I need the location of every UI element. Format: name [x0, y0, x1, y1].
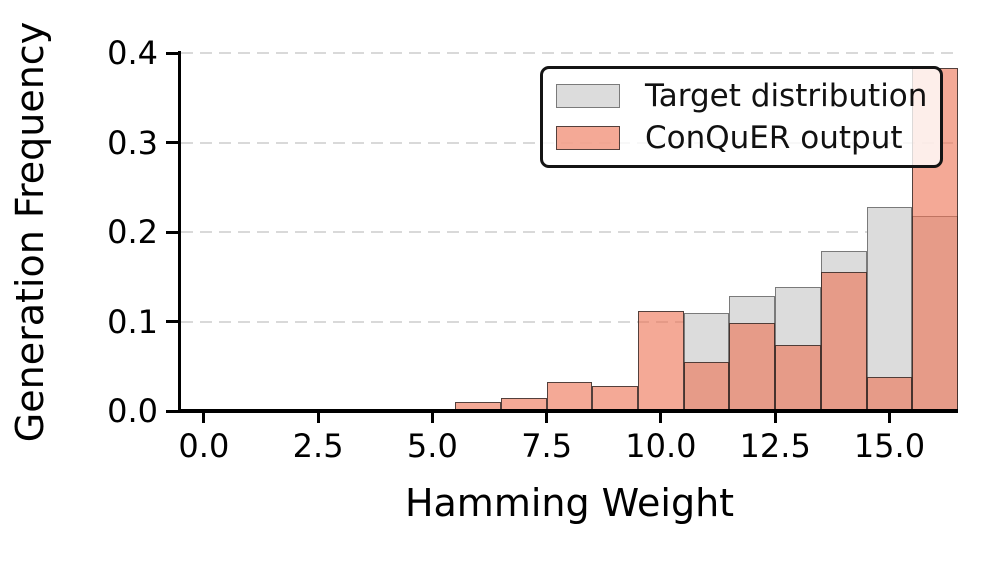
y-tick-0.2 [166, 230, 181, 234]
legend-label-target: Target distribution [645, 78, 928, 114]
x-tick-7.5 [545, 413, 549, 423]
x-tick-5.0 [430, 413, 434, 423]
bar-target-15 [866, 206, 913, 411]
x-tick-15.0 [887, 413, 891, 423]
y-tick-0.4 [166, 51, 181, 55]
legend-swatch-target-icon [556, 84, 620, 108]
x-tick-label-2.5: 2.5 [292, 427, 344, 465]
bar-conquer-6 [455, 402, 501, 411]
y-tick-label-0.1: 0.1 [107, 302, 158, 341]
bar-conquer-14 [820, 272, 867, 411]
y-tick-0.3 [166, 141, 181, 144]
bar-conquer-15 [866, 376, 913, 411]
bar-conquer-9 [592, 385, 639, 411]
x-tick-0.0 [202, 413, 206, 423]
bar-conquer-12 [729, 323, 776, 411]
x-tick-label-0.0: 0.0 [178, 427, 230, 465]
x-tick-label-12.5: 12.5 [739, 427, 811, 465]
y-tick-label-0.4: 0.4 [107, 34, 158, 72]
y-tick-0.0 [166, 409, 181, 413]
bar-conquer-7 [500, 398, 547, 411]
x-tick-label-7.5: 7.5 [521, 427, 573, 465]
bar-conquer-8 [546, 382, 593, 411]
bar-conquer-13 [775, 344, 821, 411]
x-tick-label-10.0: 10.0 [625, 427, 697, 465]
x-axis-spine [178, 409, 958, 413]
x-tick-2.5 [316, 413, 320, 423]
gridline-y-0.1 [181, 320, 958, 323]
x-tick-label-15.0: 15.0 [853, 427, 926, 465]
y-tick-label-0.0: 0.0 [107, 392, 158, 430]
legend-swatch-conquer-icon [556, 126, 620, 150]
x-tick-12.5 [773, 413, 777, 423]
bar-conquer-11 [683, 361, 730, 411]
y-tick-0.1 [166, 320, 181, 323]
gridline-y-0.2 [181, 231, 958, 233]
bar-conquer-10 [638, 310, 684, 411]
x-tick-10.0 [659, 413, 663, 423]
x-tick-label-5.0: 5.0 [406, 427, 458, 465]
legend-item-target: Target distribution [556, 79, 940, 113]
gridline-y-0.4 [181, 52, 958, 54]
legend-item-conquer: ConQuER output [556, 121, 940, 155]
y-axis-label: Generation Frequency [8, 21, 52, 443]
legend: Target distribution ConQuER output [540, 66, 943, 168]
legend-label-conquer: ConQuER output [645, 120, 903, 156]
plot-area: 0.0 2.5 5.0 7.5 10.0 12.5 15.0 0.0 0.1 0.2 0.3 0.4 [107, 34, 958, 465]
x-axis-label: Hamming Weight [404, 481, 735, 525]
y-tick-label-0.3: 0.3 [107, 123, 158, 162]
y-tick-label-0.2: 0.2 [107, 213, 158, 251]
